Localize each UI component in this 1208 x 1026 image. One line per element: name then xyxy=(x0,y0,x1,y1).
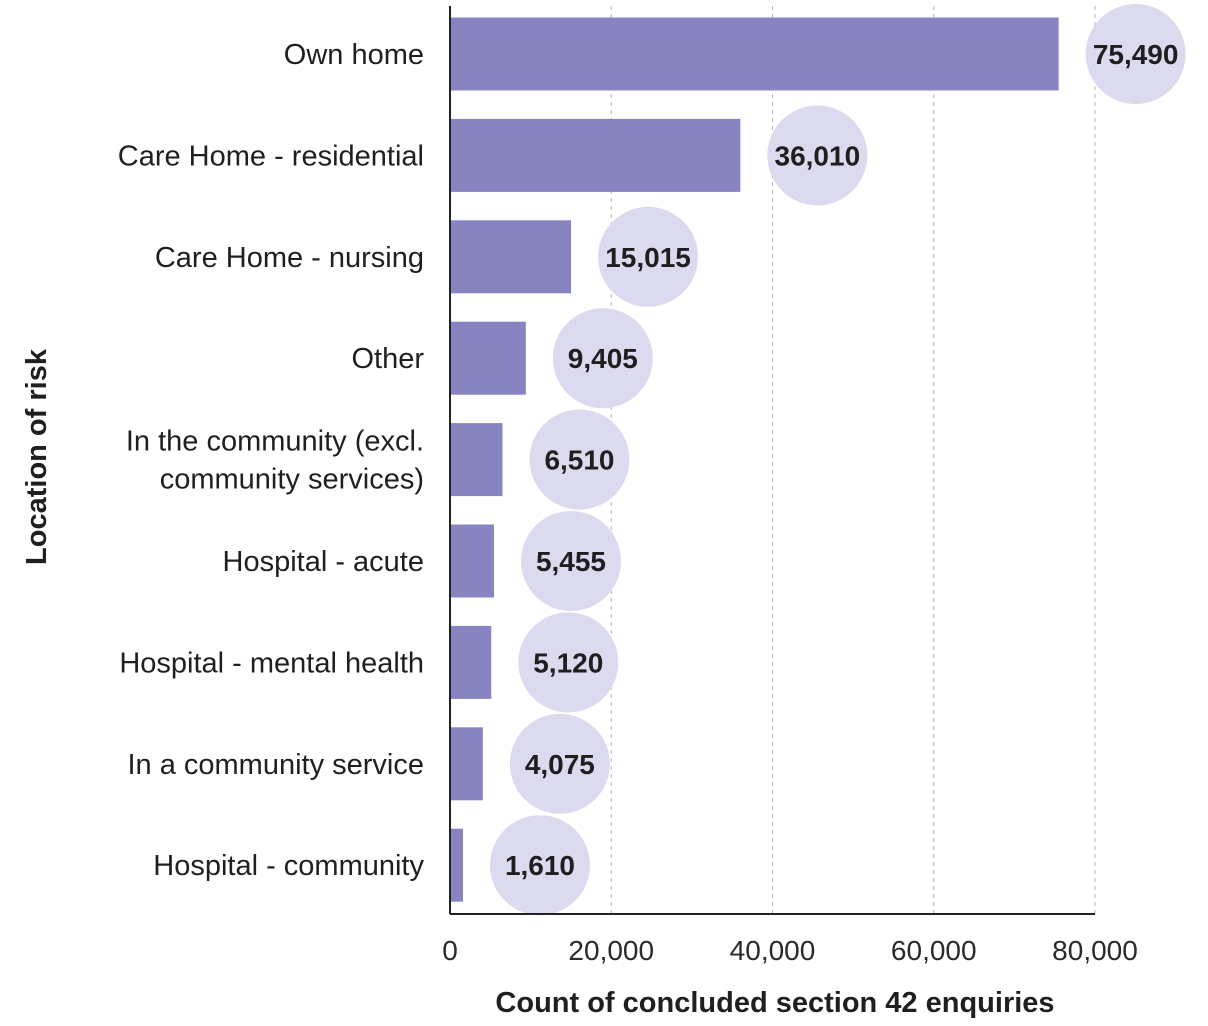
value-bubble xyxy=(520,511,621,611)
category-labels: Own home Care Home - residential Care Home… xyxy=(118,39,425,882)
value-label: 1,610 xyxy=(505,850,575,881)
value-label: 9,405 xyxy=(568,343,638,374)
value-bubble xyxy=(518,612,619,713)
value-bubble xyxy=(529,409,630,510)
x-tick-label: 40,000 xyxy=(730,935,816,966)
x-tick-labels: 0 20,000 40,000 60,000 80,000 xyxy=(442,935,1138,966)
value-bubble xyxy=(552,308,653,409)
bar xyxy=(450,625,492,699)
bar xyxy=(450,220,572,294)
category-label: Hospital - mental health xyxy=(119,647,424,679)
bar xyxy=(450,118,741,192)
x-tick-label: 60,000 xyxy=(891,935,977,966)
value-label: 36,010 xyxy=(775,140,861,171)
bar xyxy=(450,321,526,395)
bars xyxy=(450,17,1059,902)
category-label: community services) xyxy=(160,464,424,496)
value-bubble xyxy=(489,815,590,916)
value-bubbles: 75,490 36,010 15,015 9,405 6,510 5,455 5,120 4,… xyxy=(489,4,1186,916)
category-label: Other xyxy=(351,343,424,375)
value-bubble xyxy=(509,713,610,814)
bar xyxy=(450,727,483,801)
x-axis-title: Count of concluded section 42 enquiries xyxy=(495,987,1054,1019)
category-label: Hospital - community xyxy=(153,850,424,882)
bar xyxy=(450,423,503,497)
value-bubble xyxy=(767,105,868,206)
value-label: 6,510 xyxy=(544,445,614,476)
value-label: 75,490 xyxy=(1093,39,1179,70)
bar xyxy=(450,524,494,598)
bar xyxy=(450,828,463,902)
x-tick-label: 20,000 xyxy=(568,935,654,966)
x-tick-label: 0 xyxy=(442,935,458,966)
bar xyxy=(450,17,1059,91)
value-label: 5,455 xyxy=(536,546,606,577)
category-label: Care Home - nursing xyxy=(155,242,424,274)
value-label: 15,015 xyxy=(605,242,691,273)
category-label: Care Home - residential xyxy=(118,140,424,172)
category-label: Own home xyxy=(284,39,424,71)
y-axis-title: Location of risk xyxy=(21,348,53,565)
value-label: 5,120 xyxy=(533,647,603,678)
category-label: In a community service xyxy=(127,749,424,781)
value-bubble xyxy=(598,206,699,307)
value-label: 4,075 xyxy=(525,749,595,780)
value-bubble xyxy=(1085,4,1186,104)
axes xyxy=(449,6,1095,915)
category-label: Hospital - acute xyxy=(223,546,425,578)
x-tick-label: 80,000 xyxy=(1052,935,1138,966)
category-label: In the community (excl. xyxy=(126,426,424,458)
